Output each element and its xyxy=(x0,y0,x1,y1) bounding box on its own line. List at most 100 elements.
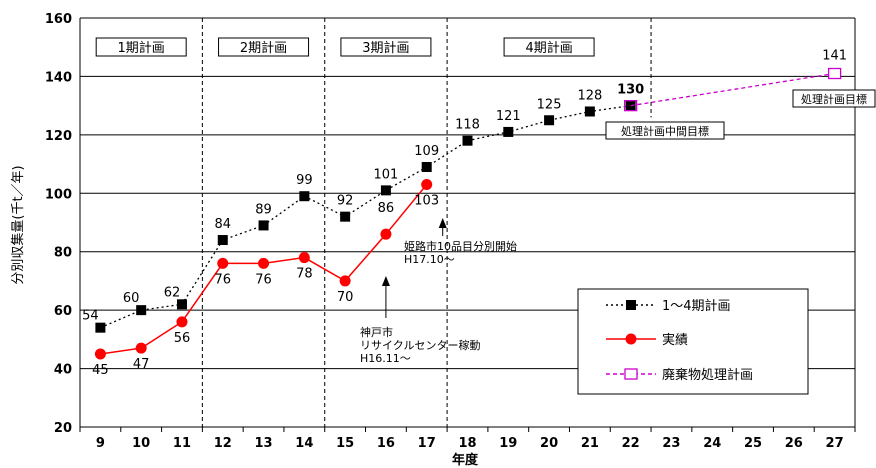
data-point xyxy=(258,257,270,269)
period-label: 4期計画 xyxy=(525,40,572,56)
data-point xyxy=(380,185,391,196)
x-tick-label: 14 xyxy=(295,436,313,451)
period-box xyxy=(340,37,432,57)
data-point xyxy=(217,235,228,246)
y-tick-label: 80 xyxy=(54,246,72,261)
data-point xyxy=(217,257,229,269)
y-tick-label: 120 xyxy=(45,129,72,144)
data-label: 128 xyxy=(577,88,602,103)
period-box xyxy=(95,37,187,57)
data-point xyxy=(176,316,188,328)
annotation-text: リサイクルセンター稼動 xyxy=(360,338,480,352)
data-point xyxy=(380,228,392,240)
data-label: 92 xyxy=(337,194,354,209)
x-tick-label: 19 xyxy=(499,436,517,451)
legend-label: 1～4期計画 xyxy=(662,298,731,314)
x-tick-label: 10 xyxy=(132,436,150,451)
annotation-box xyxy=(605,121,725,140)
y-axis-title: 分別収集量(千t／年) xyxy=(10,165,26,284)
data-label: 103 xyxy=(414,194,439,209)
data-labels: 54 60 62 84 89 99 92 101 109 118 121 125 128 130 45 47 5… xyxy=(82,49,847,378)
data-point xyxy=(298,252,310,264)
period-label: 1期計画 xyxy=(118,40,165,56)
data-point xyxy=(421,161,432,172)
data-label: 70 xyxy=(337,290,354,305)
legend-box xyxy=(577,288,809,395)
data-point xyxy=(827,67,842,80)
y-tick-label: 160 xyxy=(45,12,72,27)
data-point xyxy=(339,275,351,287)
x-tick-label: 12 xyxy=(214,436,232,451)
data-label: 109 xyxy=(414,144,439,159)
data-point xyxy=(258,220,269,231)
annotation-text: H16.11～ xyxy=(360,352,411,365)
x-tick-label: 18 xyxy=(458,436,476,451)
data-label: 60 xyxy=(123,291,140,306)
data-point xyxy=(624,99,638,112)
period-box xyxy=(218,37,310,57)
data-label: 84 xyxy=(214,217,231,232)
data-point xyxy=(503,126,514,137)
y-tick-label: 60 xyxy=(54,304,72,319)
x-tick-label: 22 xyxy=(622,436,640,451)
x-axis-title: 年度 xyxy=(452,452,479,468)
data-label: 62 xyxy=(164,285,181,300)
series-line xyxy=(100,104,631,329)
data-label: 54 xyxy=(82,309,99,324)
x-tick-label: 25 xyxy=(744,436,762,451)
data-label: 47 xyxy=(133,357,150,372)
data-label: 86 xyxy=(378,201,395,216)
annotation-arrowhead xyxy=(381,276,390,286)
data-point xyxy=(135,342,147,354)
annotation-text: 処理計画中間目標 xyxy=(621,124,709,138)
period-dividers: 1期計画 2期計画 3期計画 4期計画 xyxy=(95,18,652,427)
data-point xyxy=(340,211,351,222)
data-point xyxy=(176,299,187,310)
y-tick-label: 140 xyxy=(45,70,72,85)
axes: 20 40 60 80 100 120 140 160 9 10 11 12 13 14 15 16 17 18 1… xyxy=(45,12,856,451)
legend-label: 廃棄物処理計画 xyxy=(662,367,753,383)
x-tick-label: 23 xyxy=(662,436,680,451)
data-label: 99 xyxy=(296,173,313,188)
x-tick-label: 9 xyxy=(96,436,105,451)
x-tick-label: 24 xyxy=(703,436,721,451)
annotation-text: 姫路市10品目分別開始 xyxy=(404,239,517,253)
x-tick-label: 13 xyxy=(255,436,273,451)
data-label: 76 xyxy=(214,272,231,287)
x-tick-label: 15 xyxy=(336,436,354,451)
y-tick-label: 20 xyxy=(54,421,72,436)
data-label: 78 xyxy=(296,267,313,282)
legend-marker xyxy=(625,333,637,345)
series-layer xyxy=(94,67,842,360)
grid-lines xyxy=(80,17,855,428)
data-label: 130 xyxy=(617,83,644,98)
period-box xyxy=(503,37,595,57)
period-label: 2期計画 xyxy=(240,40,287,56)
data-point xyxy=(95,322,106,333)
annotation-text: 処理計画目標 xyxy=(801,92,867,106)
period-label: 3期計画 xyxy=(362,40,409,56)
data-label: 121 xyxy=(496,109,521,124)
x-tick-label: 21 xyxy=(581,436,599,451)
data-label: 45 xyxy=(92,363,109,378)
data-label: 56 xyxy=(174,331,191,346)
y-tick-label: 40 xyxy=(54,363,72,378)
data-point xyxy=(94,348,106,360)
data-point xyxy=(462,135,473,146)
legend-marker xyxy=(626,300,636,310)
x-tick-label: 16 xyxy=(377,436,395,451)
x-tick-label: 11 xyxy=(173,436,191,451)
data-point xyxy=(421,179,433,191)
data-label: 89 xyxy=(255,202,272,217)
annotation-arrowhead xyxy=(438,218,447,228)
data-label: 76 xyxy=(255,272,272,287)
x-tick-label: 20 xyxy=(540,436,558,451)
x-tick-label: 17 xyxy=(418,436,436,451)
annotation-text: 神戸市 xyxy=(360,325,393,339)
data-point xyxy=(584,106,595,117)
data-label: 101 xyxy=(374,167,399,182)
x-tick-label: 26 xyxy=(785,436,803,451)
